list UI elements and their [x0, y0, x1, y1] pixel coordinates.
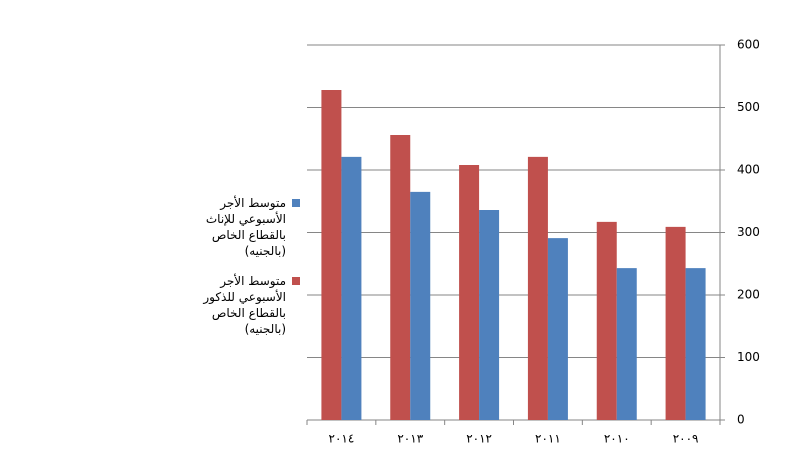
legend: متوسط الأجر الأسبوعي للإناث بالقطاع الخا…	[180, 195, 300, 351]
legend-swatch	[292, 277, 300, 285]
bar	[410, 191, 431, 420]
legend-swatch	[292, 199, 300, 207]
bar	[547, 238, 568, 420]
bar	[390, 135, 411, 420]
y-tick-label: 500	[737, 100, 760, 114]
bar	[459, 165, 480, 420]
x-tick-label: ٢٠١٢	[466, 432, 492, 446]
y-tick-label: 200	[737, 288, 760, 302]
x-tick-label: ٢٠١٣	[397, 432, 423, 446]
y-tick-label: 100	[737, 350, 760, 364]
y-tick-label: 0	[737, 413, 745, 427]
legend-item: متوسط الأجر الأسبوعي للذكور بالقطاع الخا…	[180, 273, 300, 337]
bar	[596, 221, 617, 420]
legend-label: متوسط الأجر الأسبوعي للإناث بالقطاع الخا…	[205, 196, 286, 258]
y-tick-label: 400	[737, 163, 760, 177]
bar	[341, 156, 362, 420]
bar	[685, 268, 706, 420]
bar	[665, 226, 686, 420]
bar	[527, 156, 548, 420]
x-tick-label: ٢٠١٠	[604, 432, 630, 446]
x-tick-label: ٢٠١٤	[329, 432, 355, 446]
bar	[321, 90, 342, 420]
x-tick-label: ٢٠٠٩	[673, 432, 699, 446]
legend-label: متوسط الأجر الأسبوعي للذكور بالقطاع الخا…	[203, 274, 286, 336]
legend-item: متوسط الأجر الأسبوعي للإناث بالقطاع الخا…	[180, 195, 300, 259]
bar	[479, 210, 500, 420]
y-tick-label: 600	[737, 38, 760, 52]
x-tick-label: ٢٠١١	[535, 432, 561, 446]
y-tick-label: 300	[737, 225, 760, 239]
bar	[616, 268, 637, 420]
